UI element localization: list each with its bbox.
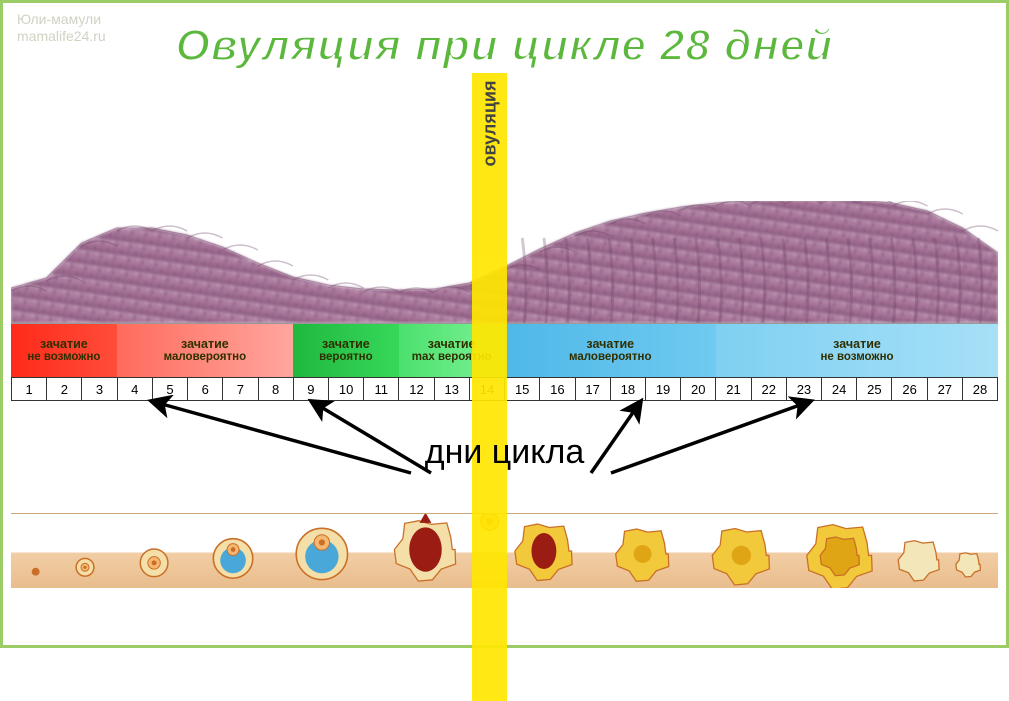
ovulation-column: овуляция: [472, 73, 507, 701]
page-title: Овуляция при цикле 28 дней: [3, 21, 1006, 71]
phase-segment: зачатиемаловероятно: [117, 324, 293, 377]
cycle-days-label: дни цикла: [3, 433, 1006, 472]
ovulation-label: овуляция: [479, 81, 500, 167]
cycle-chart: овуляция зачатиене возможнозачатиемалове…: [11, 183, 998, 401]
phase-segment: зачатиене возможно: [11, 324, 117, 377]
phase-segment: зачатиемаловероятно: [505, 324, 717, 377]
phase-segment: зачатиевероятно: [293, 324, 399, 377]
phase-segment: зачатиене возможно: [716, 324, 998, 377]
